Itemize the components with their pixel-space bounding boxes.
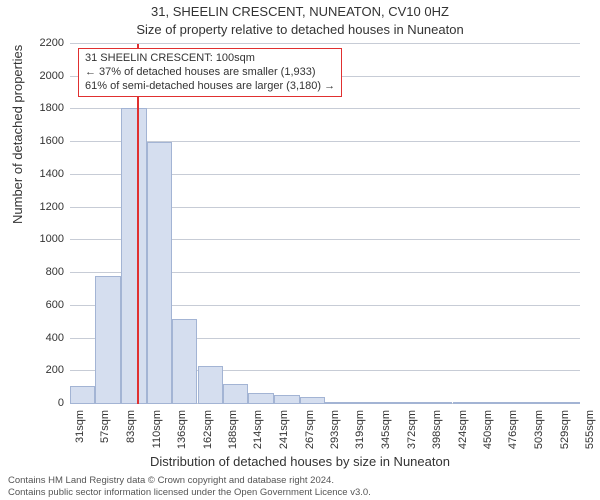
chart-root: 31, SHEELIN CRESCENT, NUNEATON, CV10 0HZ… <box>0 0 600 500</box>
x-tick-label: 162sqm <box>202 410 214 470</box>
x-tick-label: 529sqm <box>559 410 571 470</box>
x-tick-label: 188sqm <box>227 410 239 470</box>
x-tick-label: 214sqm <box>252 410 264 470</box>
y-tick-label: 1800 <box>4 102 64 114</box>
histogram-bar <box>121 108 147 404</box>
license-line-1: Contains HM Land Registry data © Crown c… <box>8 475 371 486</box>
histogram-bar <box>172 319 197 404</box>
y-tick-label: 400 <box>4 332 64 344</box>
x-tick-label: 476sqm <box>507 410 519 470</box>
y-tick-label: 600 <box>4 299 64 311</box>
histogram-bar <box>325 402 350 404</box>
x-tick-label: 319sqm <box>354 410 366 470</box>
plot-area <box>70 44 580 404</box>
license-text: Contains HM Land Registry data © Crown c… <box>8 475 371 498</box>
y-tick-label: 1600 <box>4 135 64 147</box>
x-tick-label: 503sqm <box>533 410 545 470</box>
y-tick-label: 1200 <box>4 201 64 213</box>
x-tick-label: 293sqm <box>329 410 341 470</box>
y-tick-label: 2200 <box>4 37 64 49</box>
y-tick-label: 1400 <box>4 168 64 180</box>
histogram-bar <box>402 402 427 404</box>
x-tick-label: 450sqm <box>482 410 494 470</box>
annotation-line: 61% of semi-detached houses are larger (… <box>85 80 335 94</box>
histogram-bar <box>427 402 452 404</box>
x-tick-label: 136sqm <box>176 410 188 470</box>
chart-title-main: 31, SHEELIN CRESCENT, NUNEATON, CV10 0HZ <box>0 4 600 19</box>
histogram-bar <box>376 402 402 404</box>
histogram-bar <box>529 402 554 404</box>
histogram-bar <box>478 402 503 404</box>
histogram-bar <box>223 384 248 404</box>
chart-title-sub: Size of property relative to detached ho… <box>0 22 600 37</box>
annotation-line: 31 SHEELIN CRESCENT: 100sqm <box>85 52 335 66</box>
y-tick-label: 200 <box>4 364 64 376</box>
x-tick-label: 241sqm <box>278 410 290 470</box>
histogram-bar <box>95 276 120 404</box>
histogram-bar <box>198 366 223 404</box>
x-tick-label: 31sqm <box>74 410 86 470</box>
x-tick-label: 372sqm <box>406 410 418 470</box>
y-tick-label: 1000 <box>4 233 64 245</box>
histogram-bar <box>555 402 580 404</box>
x-tick-label: 345sqm <box>380 410 392 470</box>
histogram-bar <box>503 402 529 404</box>
x-tick-label: 267sqm <box>304 410 316 470</box>
histogram-bar <box>300 397 325 404</box>
gridline <box>70 43 580 44</box>
histogram-bar <box>274 395 299 404</box>
annotation-line: ← 37% of detached houses are smaller (1,… <box>85 66 335 80</box>
y-tick-label: 800 <box>4 266 64 278</box>
license-line-2: Contains public sector information licen… <box>8 487 371 498</box>
y-tick-label: 2000 <box>4 70 64 82</box>
y-tick-label: 0 <box>4 397 64 409</box>
x-tick-label: 110sqm <box>151 410 163 470</box>
histogram-bar <box>70 386 95 404</box>
histogram-bar <box>248 393 274 404</box>
reference-line <box>137 44 139 404</box>
histogram-bar <box>147 142 172 404</box>
x-tick-label: 398sqm <box>431 410 443 470</box>
x-tick-label: 424sqm <box>457 410 469 470</box>
annotation-box: 31 SHEELIN CRESCENT: 100sqm← 37% of deta… <box>78 48 342 97</box>
x-tick-label: 57sqm <box>99 410 111 470</box>
histogram-bar <box>350 402 375 404</box>
histogram-bar <box>453 402 478 404</box>
x-tick-label: 555sqm <box>584 410 596 470</box>
x-tick-label: 83sqm <box>125 410 137 470</box>
